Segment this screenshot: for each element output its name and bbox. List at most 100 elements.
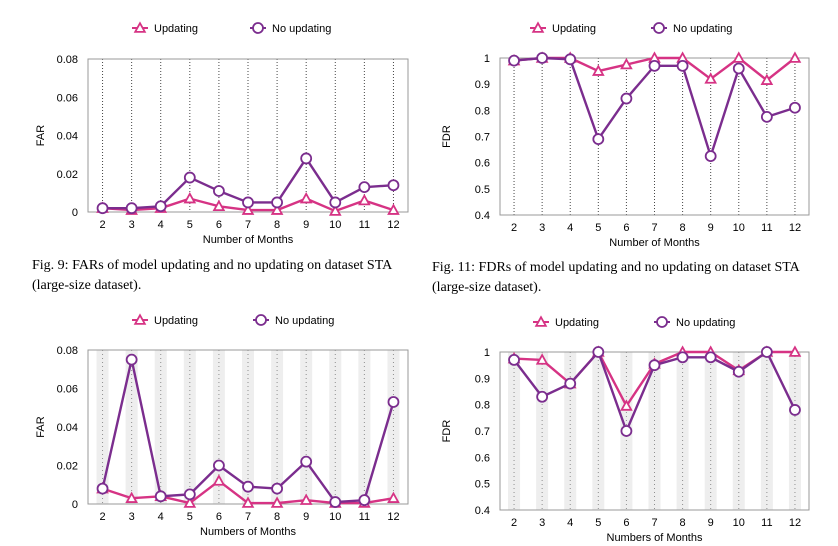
y-tick-label: 0.4 bbox=[475, 505, 490, 517]
data-point bbox=[183, 488, 196, 501]
data-point bbox=[789, 404, 801, 416]
x-tick-label: 7 bbox=[651, 222, 657, 234]
data-point bbox=[183, 191, 197, 204]
data-point bbox=[358, 193, 371, 206]
legend-label: No updating bbox=[673, 23, 732, 35]
grid-band bbox=[648, 352, 661, 510]
x-tick-label: 11 bbox=[359, 511, 370, 523]
x-tick-label: 11 bbox=[761, 517, 772, 529]
chart-far-top-left: 0 0.02 0.04 0.06 0.08 2 3 4 5 6 7 8 9 10 11 12 Number of… bbox=[0, 0, 420, 252]
chart-far-bottom-left: 0 0.02 0.04 0.06 0.08 2 3 4 5 6 7 8 9 10 11 12 Numbers o… bbox=[0, 300, 420, 546]
y-tick-label: 0.6 bbox=[475, 158, 490, 170]
x-tick-label: 7 bbox=[651, 517, 657, 529]
y-tick-label: 1 bbox=[484, 347, 490, 359]
y-tick-label: 0.7 bbox=[475, 132, 490, 144]
data-point bbox=[242, 196, 254, 209]
series-no-updating bbox=[508, 52, 801, 163]
data-point bbox=[328, 204, 342, 216]
data-point bbox=[387, 179, 400, 192]
data-point bbox=[704, 72, 718, 84]
x-tick-label: 5 bbox=[595, 517, 601, 529]
y-tick-label: 0.06 bbox=[57, 92, 78, 104]
data-point bbox=[788, 345, 802, 357]
x-tick-label: 4 bbox=[158, 219, 164, 231]
x-tick-label: 12 bbox=[387, 511, 399, 523]
x-tick-label: 2 bbox=[99, 511, 105, 523]
data-point bbox=[704, 150, 717, 163]
legend-label: Updating bbox=[154, 23, 198, 35]
x-tick-label: 7 bbox=[245, 219, 251, 231]
data-point bbox=[183, 496, 197, 508]
legend: Updating No updating bbox=[530, 21, 732, 35]
data-point bbox=[125, 353, 138, 366]
x-tick-label: 9 bbox=[303, 511, 309, 523]
data-point bbox=[241, 496, 255, 508]
data-point bbox=[592, 346, 605, 358]
x-tick-label: 10 bbox=[733, 222, 745, 234]
x-tick-label: 7 bbox=[245, 511, 251, 523]
y-tick-label: 0.9 bbox=[475, 373, 490, 385]
series-no-updating bbox=[96, 353, 400, 508]
legend-label: No updating bbox=[676, 317, 735, 329]
x-tick-label: 12 bbox=[387, 219, 399, 231]
chart-svg: 0.40.50.60.70.80.912 3 4 5 6 7 8 9 10 11 12Number … bbox=[441, 21, 810, 249]
x-tick-label: 3 bbox=[129, 511, 135, 523]
y-tick-label: 0.08 bbox=[57, 54, 78, 66]
grid-band bbox=[760, 352, 773, 510]
legend-label: No updating bbox=[275, 315, 334, 327]
data-point bbox=[125, 491, 138, 503]
data-point bbox=[300, 152, 313, 165]
data-point bbox=[676, 351, 689, 364]
y-axis-label: FDR bbox=[441, 125, 453, 148]
x-tick-label: 5 bbox=[187, 219, 193, 231]
legend-label: Updating bbox=[552, 23, 596, 35]
series-no-updating bbox=[96, 152, 400, 215]
y-tick-label: 0.8 bbox=[475, 400, 490, 412]
x-tick-label: 11 bbox=[761, 222, 772, 234]
x-tick-label: 2 bbox=[511, 222, 517, 234]
y-tick-label: 0.6 bbox=[475, 452, 490, 464]
chart-svg: 0 0.02 0.04 0.06 0.08 2 3 4 5 6 7 8 9 10 11 12 Number of… bbox=[35, 21, 409, 246]
series-line bbox=[513, 56, 796, 158]
data-point bbox=[96, 482, 109, 495]
x-tick-label: 8 bbox=[274, 511, 280, 523]
data-point bbox=[242, 480, 254, 493]
y-tick-label: 0.02 bbox=[57, 461, 78, 473]
x-tick-label: 9 bbox=[708, 517, 714, 529]
y-tick-label: 0 bbox=[72, 207, 78, 219]
legend: Updating No updating bbox=[132, 313, 334, 327]
data-point bbox=[241, 203, 255, 215]
y-tick-label: 0.02 bbox=[57, 169, 78, 181]
x-tick-label: 3 bbox=[129, 219, 135, 231]
data-point bbox=[564, 377, 577, 390]
data-point bbox=[213, 185, 225, 197]
grid-band bbox=[508, 352, 521, 510]
x-tick-label: 4 bbox=[567, 222, 573, 234]
grid-band bbox=[536, 352, 549, 510]
data-point bbox=[620, 399, 633, 411]
data-point bbox=[676, 59, 689, 72]
x-tick-label: 10 bbox=[733, 517, 745, 529]
data-point bbox=[788, 51, 802, 63]
grid-band bbox=[732, 352, 745, 510]
x-tick-label: 5 bbox=[187, 511, 193, 523]
y-tick-label: 0.9 bbox=[475, 79, 490, 91]
x-tick-label: 6 bbox=[623, 222, 629, 234]
x-axis-label: Number of Months bbox=[203, 234, 294, 246]
legend: Updating No updating bbox=[533, 315, 735, 329]
y-tick-label: 0.4 bbox=[475, 210, 490, 222]
figure-caption-fig9: Fig. 9: FARs of model updating and no up… bbox=[32, 258, 392, 293]
legend-circle-icon bbox=[252, 22, 264, 34]
x-tick-label: 3 bbox=[539, 222, 545, 234]
chart-fdr-bottom-right: 0.4 0.5 0.6 0.7 0.8 0.9 1 2 3 4 5 6 7 8 9 10 11 12 Numbers… bbox=[420, 300, 838, 546]
legend-circle-icon bbox=[255, 314, 267, 326]
data-point bbox=[154, 490, 167, 503]
data-point bbox=[732, 365, 745, 378]
x-tick-label: 5 bbox=[595, 222, 601, 234]
y-tick-label: 1 bbox=[484, 53, 490, 65]
x-tick-label: 6 bbox=[216, 219, 222, 231]
x-tick-label: 2 bbox=[99, 219, 105, 231]
data-point bbox=[300, 455, 313, 468]
y-axis-label: FAR bbox=[35, 125, 47, 146]
grid-band bbox=[676, 352, 689, 510]
